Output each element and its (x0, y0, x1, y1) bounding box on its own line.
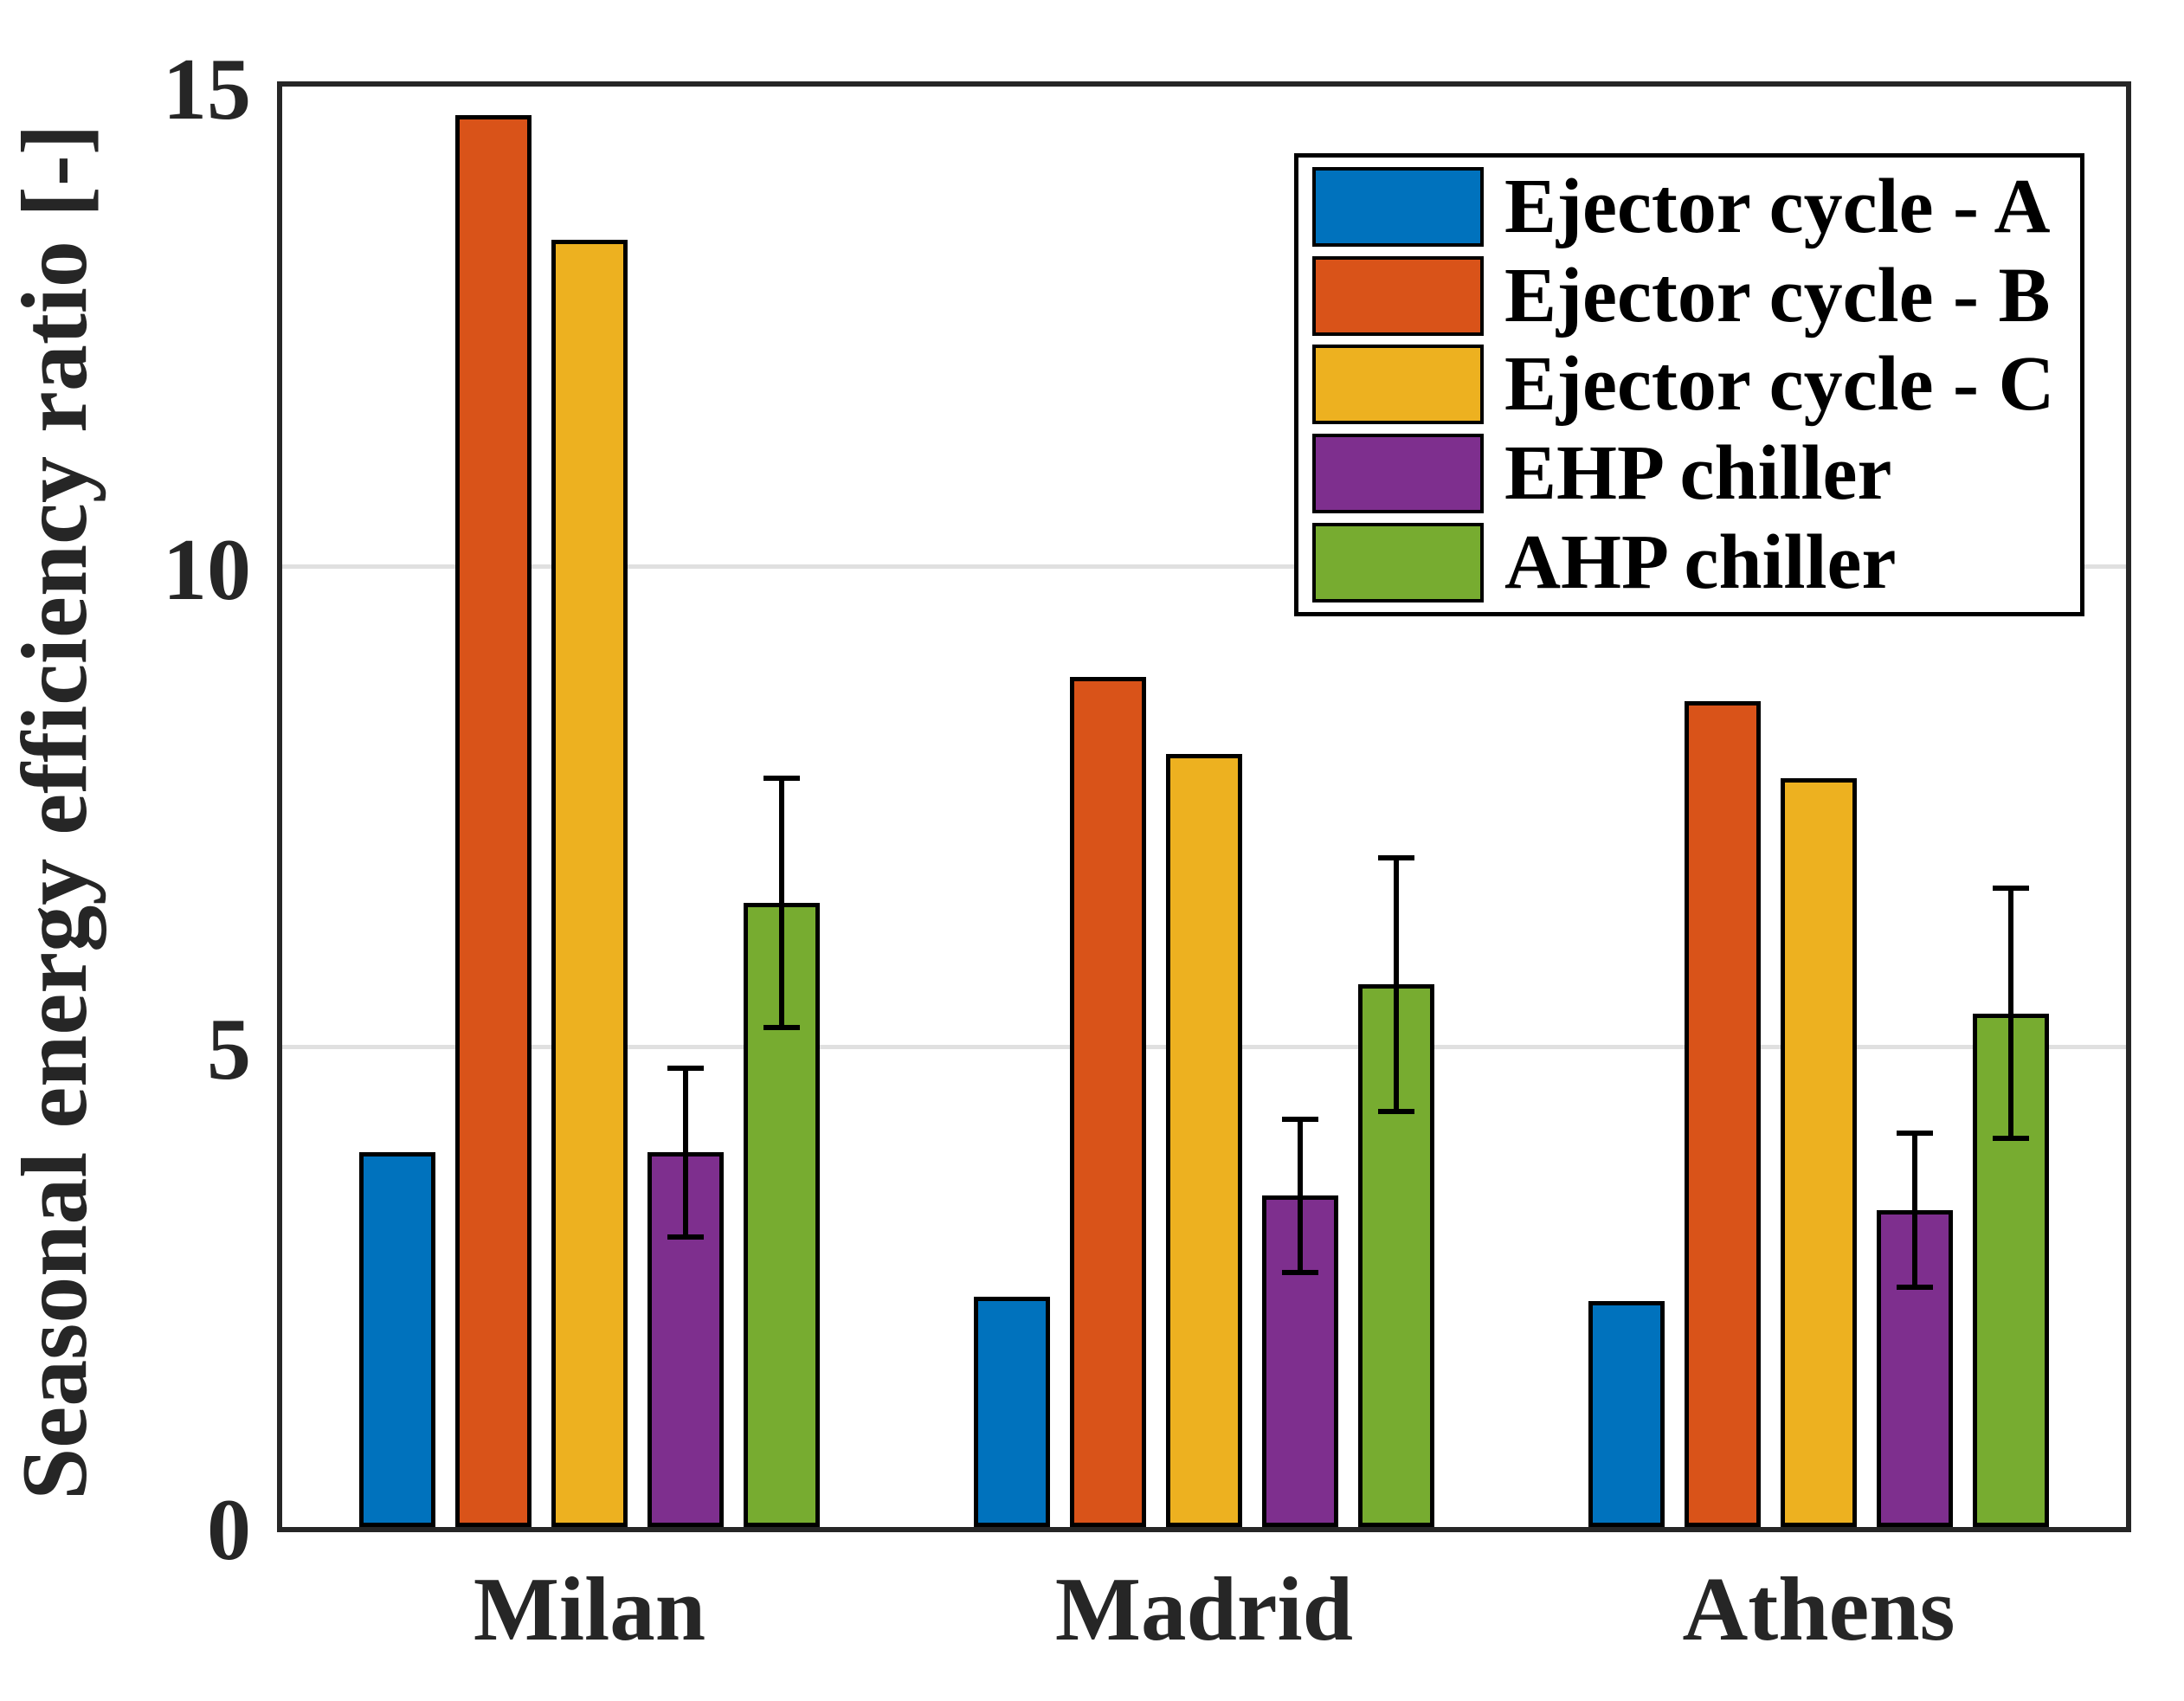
bar-ejector-cycle-c-madrid (1166, 753, 1242, 1527)
gridline-y-10 (282, 564, 2126, 570)
legend-swatch-ahp-chiller (1312, 522, 1484, 602)
bar-ejector-cycle-b-milan (455, 115, 532, 1527)
x-category-label-madrid: Madrid (1054, 1558, 1354, 1659)
x-category-label-milan: Milan (473, 1558, 706, 1659)
legend-swatch-ehp-chiller (1312, 434, 1484, 514)
error-bar-ahp-chiller-milan (779, 777, 784, 1028)
error-cap-upper-ehp-chiller-athens (1897, 1131, 1933, 1137)
error-cap-upper-ehp-chiller-madrid (1282, 1116, 1318, 1122)
error-cap-upper-ehp-chiller-milan (667, 1065, 704, 1071)
error-cap-lower-ehp-chiller-milan (667, 1234, 704, 1240)
error-cap-upper-ahp-chiller-milan (763, 775, 800, 781)
legend-row-ejector-cycle-b: Ejector cycle - B (1312, 255, 2071, 338)
bar-ejector-cycle-a-athens (1588, 1301, 1665, 1527)
bar-ejector-cycle-b-athens (1685, 700, 1761, 1527)
legend-label-ahp-chiller: AHP chiller (1504, 519, 1897, 605)
legend-swatch-ejector-cycle-a (1312, 167, 1484, 248)
error-bar-ahp-chiller-athens (2008, 888, 2013, 1138)
x-category-label-athens: Athens (1682, 1558, 1955, 1659)
error-bar-ehp-chiller-madrid (1298, 1118, 1303, 1273)
legend-row-ejector-cycle-c: Ejector cycle - C (1312, 343, 2071, 426)
legend-label-ejector-cycle-c: Ejector cycle - C (1504, 341, 2055, 428)
error-cap-lower-ahp-chiller-milan (763, 1025, 800, 1031)
error-cap-lower-ahp-chiller-athens (1993, 1135, 2029, 1141)
legend: Ejector cycle - A Ejector cycle - B Ejecto… (1294, 153, 2084, 616)
error-cap-lower-ahp-chiller-madrid (1378, 1108, 1414, 1114)
error-cap-lower-ehp-chiller-athens (1897, 1284, 1933, 1290)
error-cap-upper-ahp-chiller-athens (1993, 886, 2029, 892)
legend-label-ejector-cycle-a: Ejector cycle - A (1504, 164, 2051, 250)
error-bar-ehp-chiller-milan (683, 1067, 688, 1237)
error-cap-upper-ahp-chiller-madrid (1378, 854, 1414, 860)
legend-label-ejector-cycle-b: Ejector cycle - B (1504, 252, 2051, 338)
y-tick-label-15: 15 (163, 41, 251, 139)
bar-ejector-cycle-b-madrid (1070, 677, 1146, 1527)
legend-swatch-ejector-cycle-c (1312, 345, 1484, 425)
legend-label-ehp-chiller: EHP chiller (1504, 430, 1892, 517)
legend-row-ejector-cycle-a: Ejector cycle - A (1312, 165, 2071, 248)
y-axis-label: Seasonal energy efficiency ratio [-] (3, 124, 106, 1500)
error-bar-ahp-chiller-madrid (1394, 857, 1399, 1111)
bar-ejector-cycle-c-milan (551, 240, 628, 1527)
bar-ejector-cycle-a-madrid (974, 1296, 1050, 1527)
legend-swatch-ejector-cycle-b (1312, 255, 1484, 336)
bar-ejector-cycle-c-athens (1781, 777, 1857, 1527)
y-tick-label-5: 5 (207, 1001, 251, 1099)
bar-ehp-chiller-milan (647, 1152, 724, 1527)
legend-row-ehp-chiller: EHP chiller (1312, 432, 2071, 515)
bar-ejector-cycle-a-milan (359, 1152, 435, 1527)
error-cap-lower-ehp-chiller-madrid (1282, 1270, 1318, 1276)
legend-row-ahp-chiller: AHP chiller (1312, 521, 2071, 604)
y-tick-label-10: 10 (163, 520, 251, 619)
y-tick-label-0: 0 (207, 1481, 251, 1579)
error-bar-ehp-chiller-athens (1912, 1133, 1917, 1287)
